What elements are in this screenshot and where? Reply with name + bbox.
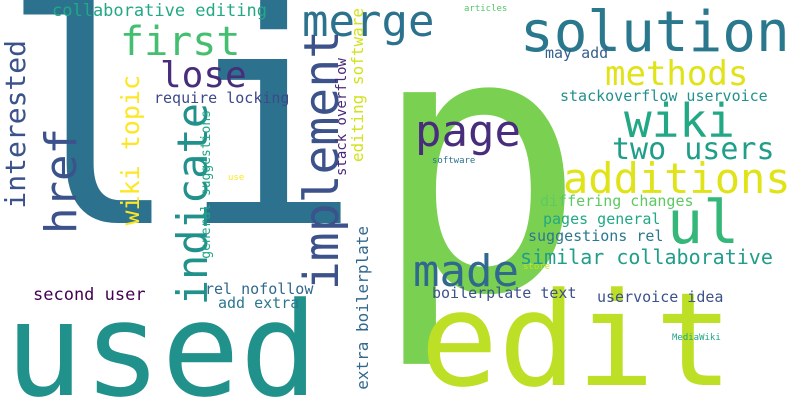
word-methods: methods xyxy=(605,54,749,94)
word-first: first xyxy=(120,19,241,65)
word-solution: solution xyxy=(520,0,790,65)
word-href: href xyxy=(36,128,87,234)
word-general-suggestions: general suggestions xyxy=(199,110,214,259)
word-p: p xyxy=(370,0,587,374)
word-lose: lose xyxy=(160,55,247,96)
word-use: use xyxy=(228,173,245,183)
word-uservoice-idea: uservoice idea xyxy=(597,288,724,306)
word-edit: edit xyxy=(420,264,734,400)
word-page: page xyxy=(415,106,521,157)
word-second-user: second user xyxy=(33,285,146,305)
word-boilerplate-text: boilerplate text xyxy=(432,284,577,302)
word-used: used xyxy=(5,274,319,400)
word-additions: additions xyxy=(563,154,791,203)
word-mediawiki: MediaWiki xyxy=(672,333,721,343)
word-ul: ul xyxy=(667,188,740,258)
word-editing-software: editing software xyxy=(348,8,367,163)
word-interested: interested xyxy=(0,40,32,209)
word-made: made xyxy=(413,246,519,297)
word-software: software xyxy=(432,156,476,166)
word-store: store xyxy=(523,262,551,272)
word-stack-overflow: stack overflow xyxy=(334,58,350,177)
word-add-extra: add extra xyxy=(218,294,300,312)
word-merge: merge xyxy=(302,0,435,47)
word-suggestions-rel: suggestions rel xyxy=(528,227,664,245)
word-may-add: may add xyxy=(545,44,609,62)
word-stackoverflow-uservoice: stackoverflow uservoice xyxy=(560,87,768,105)
word-two-users: two users xyxy=(612,132,775,167)
word-li: li xyxy=(0,0,362,294)
word-collaborative-editing: collaborative editing xyxy=(52,1,267,21)
word-pages-general: pages general xyxy=(543,210,661,228)
word-articles: articles xyxy=(464,4,508,14)
word-differing-changes: differing changes xyxy=(540,192,694,210)
word-extra-boilerplate: extra boilerplate xyxy=(353,226,372,390)
word-require-locking: require locking xyxy=(154,89,290,107)
word-wiki: wiki xyxy=(624,94,735,148)
word-rel-nofollow: rel nofollow xyxy=(205,280,314,298)
word-similar-collaborative: similar collaborative xyxy=(520,245,773,269)
word-wiki-topic: wiki topic xyxy=(116,75,145,226)
